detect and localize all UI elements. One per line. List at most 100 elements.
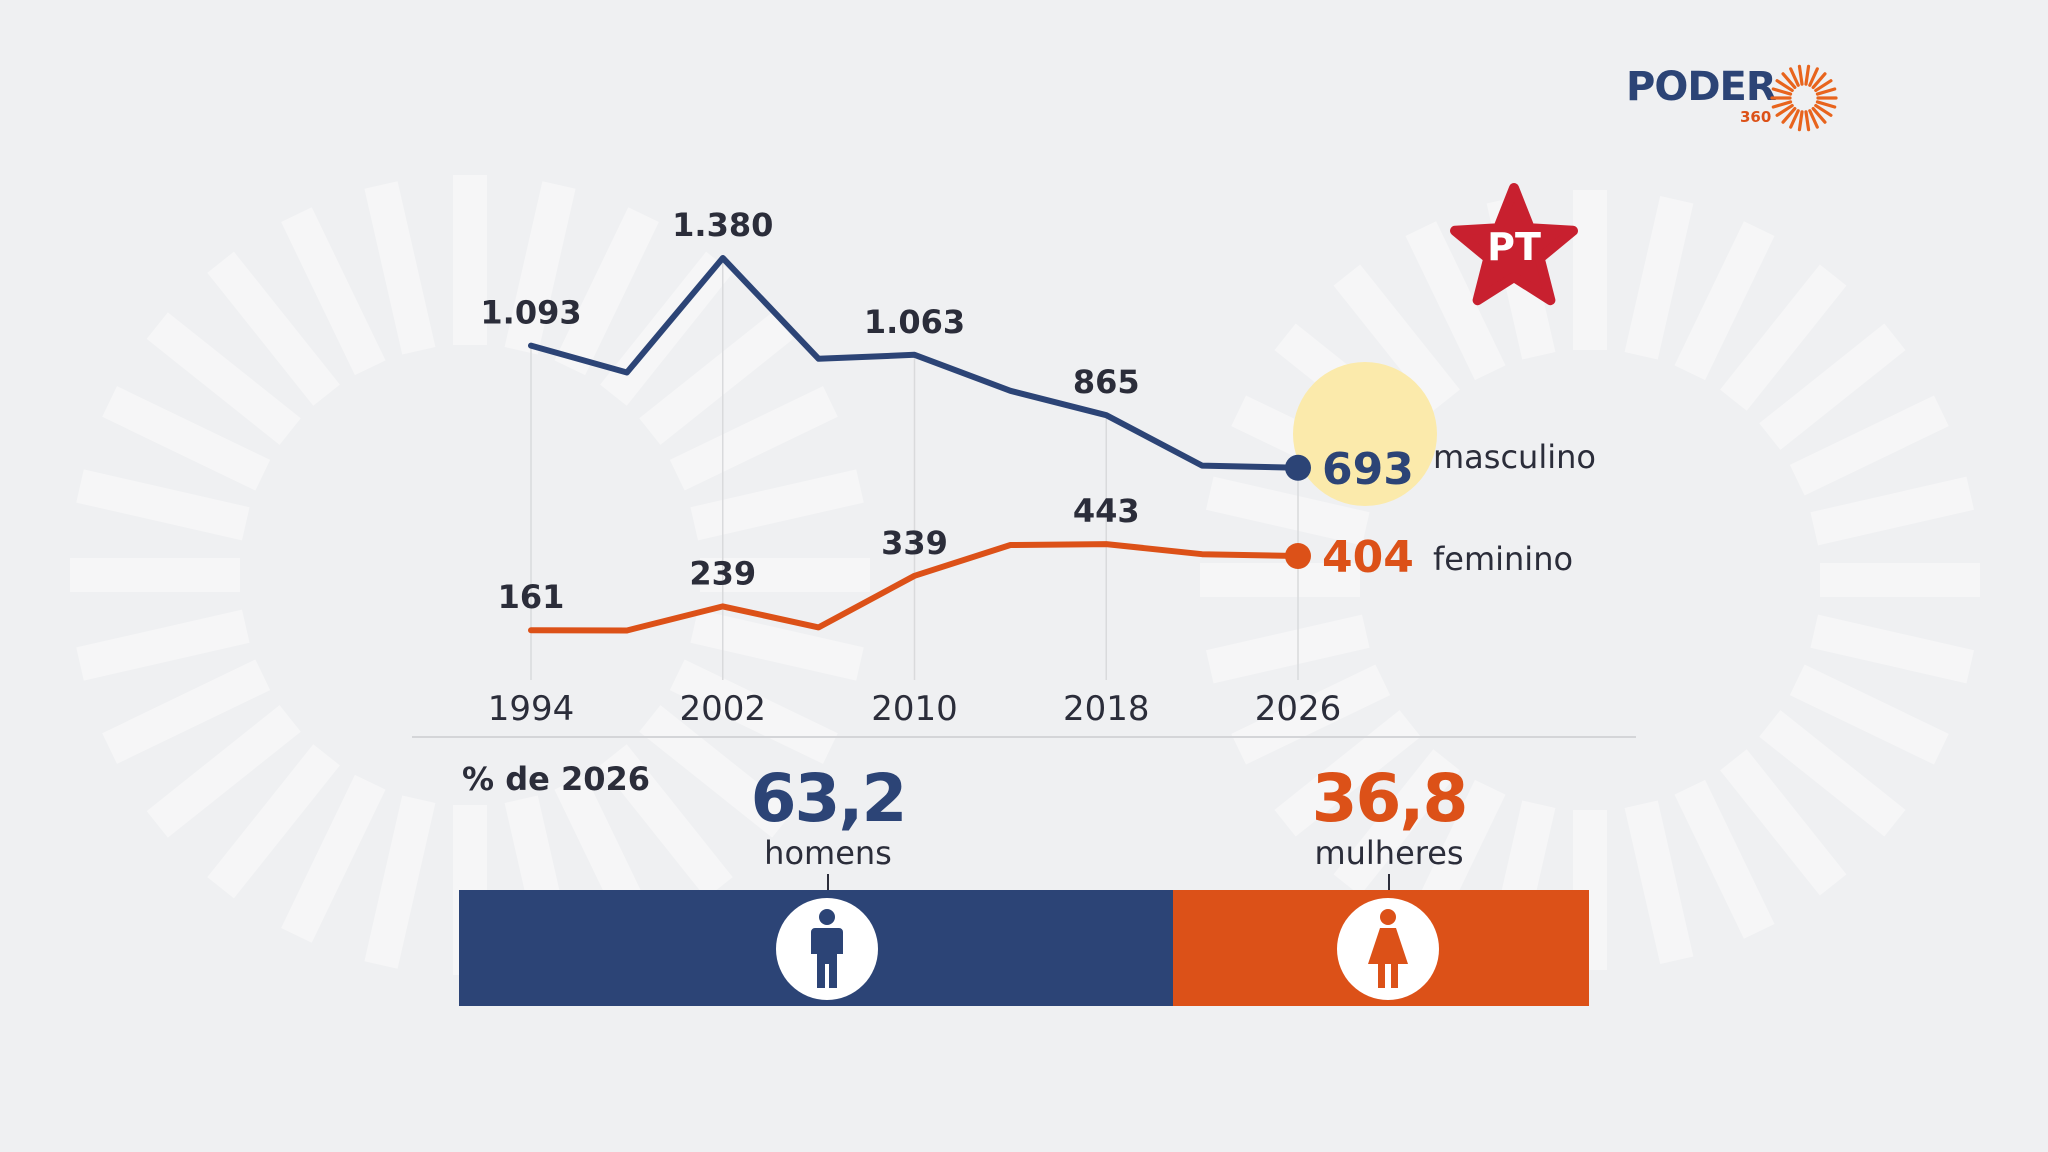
- burst-ray: [1624, 195, 1694, 360]
- x-tick-label: 2026: [1255, 689, 1342, 729]
- men-label: homens: [764, 834, 892, 872]
- burst-ray: [1759, 710, 1906, 837]
- men-share-segment: [459, 890, 1174, 1006]
- women-connector: [1388, 874, 1390, 892]
- end-value-label: 693: [1322, 444, 1414, 495]
- burst-ray: [600, 744, 733, 899]
- sun-ray: [1789, 109, 1800, 129]
- burst-ray: [1789, 664, 1949, 765]
- burst-ray: [1624, 800, 1694, 965]
- x-tick-label: 2018: [1063, 689, 1150, 729]
- burst-ray: [207, 251, 340, 406]
- burst-ray: [1759, 323, 1906, 450]
- data-label: 865: [1073, 363, 1140, 401]
- data-label: 239: [689, 554, 756, 592]
- men-percentage: 63,2: [750, 760, 908, 837]
- men-connector: [827, 874, 829, 892]
- burst-ray: [1274, 710, 1421, 837]
- sun-ray: [1771, 100, 1793, 109]
- share-heading: % de 2026: [462, 760, 651, 798]
- burst-ray: [76, 609, 250, 681]
- series-line-feminino: [528, 541, 1301, 634]
- sun-ray: [1797, 64, 1804, 86]
- burst-ray: [504, 181, 576, 355]
- poder360-logo: PODER 360: [1626, 62, 1846, 142]
- sun-ray: [1811, 72, 1827, 90]
- sun-ray: [1775, 79, 1794, 93]
- burst-ray: [364, 795, 436, 969]
- endpoint-dot: [1285, 454, 1311, 481]
- data-label: 443: [1073, 492, 1140, 530]
- sun-ray: [1797, 110, 1804, 132]
- highlight-circle: [1293, 362, 1437, 506]
- x-tick-label: 2010: [871, 689, 958, 729]
- separator-line: [412, 736, 1636, 738]
- burst-ray: [1810, 476, 1975, 546]
- sun-ray: [1789, 67, 1800, 87]
- endpoint-dot: [1285, 543, 1311, 569]
- women-icon-circle: [1337, 898, 1440, 1000]
- burst-ray: [281, 207, 386, 376]
- data-label: 339: [881, 524, 948, 562]
- star-icon: [1450, 183, 1578, 306]
- burst-ray: [1720, 749, 1847, 896]
- sun-ray: [1781, 72, 1797, 90]
- data-label: 1.063: [864, 303, 965, 341]
- burst-ray: [1810, 614, 1975, 684]
- burst-ray: [690, 469, 864, 541]
- series-line-masculino: [528, 255, 1301, 471]
- burst-ray: [1333, 264, 1460, 411]
- sun-ray: [1815, 87, 1837, 96]
- sun-icon: [1770, 64, 1838, 132]
- man-icon: [811, 909, 843, 988]
- burst-ray: [1205, 614, 1370, 684]
- sun-ray: [1808, 109, 1819, 129]
- sun-ray: [1815, 100, 1837, 109]
- logo-name: PODER: [1626, 64, 1777, 110]
- logo-number: 360: [1740, 108, 1772, 126]
- sun-ray: [1804, 110, 1811, 132]
- party-abbreviation: PT: [1487, 225, 1541, 269]
- x-tick-label: 1994: [488, 689, 575, 729]
- burst-ray: [207, 744, 340, 899]
- series-name-label: masculino: [1433, 438, 1596, 476]
- sun-ray: [1771, 87, 1793, 96]
- end-value-label: 404: [1322, 532, 1414, 583]
- burst-ray: [1674, 221, 1775, 381]
- burst-ray: [1789, 395, 1949, 496]
- burst-ray: [146, 312, 301, 445]
- burst-ray: [102, 659, 271, 764]
- burst-ray: [102, 386, 271, 491]
- burst-ray: [146, 705, 301, 838]
- burst-ray: [669, 386, 838, 491]
- sun-ray: [1804, 64, 1811, 86]
- burst-ray: [554, 207, 659, 376]
- burst-ray: [639, 312, 794, 445]
- men-icon-circle: [776, 898, 878, 1000]
- data-label: 1.380: [672, 206, 773, 244]
- burst-ray: [1333, 749, 1460, 896]
- women-share-segment: [1173, 890, 1589, 1006]
- share-bar: [459, 890, 1589, 1006]
- sun-ray: [1781, 106, 1797, 124]
- sun-ray: [1811, 106, 1827, 124]
- women-percentage: 36,8: [1311, 760, 1469, 837]
- burst-ray: [1674, 779, 1775, 939]
- burst-ray: [281, 774, 386, 943]
- burst-ray: [364, 181, 436, 355]
- burst-ray: [1405, 221, 1506, 381]
- woman-icon: [1368, 909, 1409, 988]
- x-tick-label: 2002: [679, 689, 766, 729]
- data-label: 1.093: [480, 294, 581, 332]
- party-star-logo: PT: [1450, 183, 1578, 306]
- burst-ray: [1720, 264, 1847, 411]
- sun-ray: [1808, 67, 1819, 87]
- women-label: mulheres: [1314, 834, 1464, 872]
- burst-ray: [76, 469, 250, 541]
- sun-ray: [1814, 79, 1833, 93]
- sun-ray: [1775, 103, 1794, 117]
- sun-ray: [1814, 103, 1833, 117]
- burst-ray: [1205, 476, 1370, 546]
- line-chart: 1994 2002 2010 2018 2026 1.093 1.380 1.063 865 69…: [480, 206, 1596, 729]
